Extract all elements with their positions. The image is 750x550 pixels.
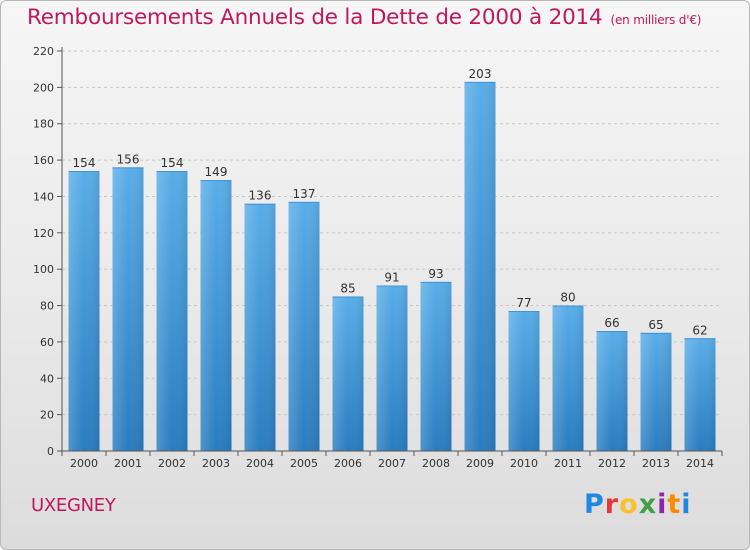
axes: 0 20 40 60 80 100 120 140 160 180 200 220 2000 2001 20… (33, 45, 723, 470)
data-label: 136 (249, 189, 272, 203)
x-tick-label: 2006 (334, 457, 362, 470)
x-tick-label: 2001 (114, 457, 142, 470)
logo-letter: x (638, 489, 658, 520)
bar-shade (596, 331, 628, 451)
y-tick-label: 80 (40, 300, 54, 313)
x-tick-label: 2002 (158, 457, 186, 470)
bar-shade (552, 305, 584, 451)
data-label: 65 (648, 318, 663, 332)
commune-name: UXEGNEY (31, 495, 116, 516)
x-tick-label: 2004 (246, 457, 274, 470)
bar-shade (420, 281, 452, 451)
bar-shade (156, 171, 188, 451)
x-tick-label: 2011 (554, 457, 582, 470)
x-tick-label: 2005 (290, 457, 318, 470)
y-tick-label: 180 (33, 118, 54, 131)
y-tick-label: 40 (40, 372, 54, 385)
y-tick-label: 140 (33, 190, 54, 203)
chart-title: Remboursements Annuels de la Dette de 20… (27, 5, 701, 30)
x-tick-label: 2007 (378, 457, 406, 470)
x-tick-label: 2009 (466, 457, 494, 470)
y-tick-label: 200 (33, 81, 54, 94)
logo-letter: i (657, 489, 668, 520)
data-label: 80 (560, 291, 575, 305)
bar-shade (376, 285, 408, 451)
y-tick-label: 0 (47, 445, 54, 458)
data-label: 91 (384, 271, 399, 285)
x-tick-label: 2000 (70, 457, 98, 470)
data-label: 77 (516, 296, 531, 310)
data-label: 93 (428, 267, 443, 281)
bar-shade (640, 332, 672, 451)
title-unit: (en milliers d'€) (610, 13, 702, 27)
data-label: 203 (469, 67, 492, 81)
x-tick-label: 2008 (422, 457, 450, 470)
x-tick-label: 2014 (686, 457, 714, 470)
logo-letter: i (681, 489, 692, 520)
logo-letter: t (667, 489, 682, 520)
bar-shade (684, 338, 716, 451)
bar-shade (464, 81, 496, 451)
proxiti-logo: Proxiti (584, 489, 692, 520)
data-label: 149 (205, 165, 228, 179)
bar-shade (508, 311, 540, 451)
y-tick-label: 20 (40, 409, 54, 422)
data-label: 156 (117, 152, 140, 166)
bar-shade (112, 167, 144, 451)
x-tick-label: 2012 (598, 457, 626, 470)
y-tick-label: 120 (33, 227, 54, 240)
bars (68, 81, 716, 451)
x-tick-label: 2010 (510, 457, 538, 470)
data-label: 66 (604, 316, 619, 330)
logo-letter: o (619, 489, 639, 520)
y-tick-label: 160 (33, 154, 54, 167)
title-main: Remboursements Annuels de la Dette de 20… (27, 5, 603, 30)
data-labels: 154 156 154 149 136 137 85 91 93 203 77 80 66 65 62 (73, 67, 708, 337)
y-tick-label: 60 (40, 336, 54, 349)
x-tick-label: 2013 (642, 457, 670, 470)
data-label: 154 (73, 156, 96, 170)
x-tick-label: 2003 (202, 457, 230, 470)
logo-letter: P (584, 489, 605, 520)
y-tick-label: 220 (33, 45, 54, 58)
bar-shade (288, 201, 320, 451)
bar-shade (332, 296, 364, 451)
data-label: 137 (293, 187, 316, 201)
bar-shade (200, 180, 232, 451)
y-tick-label: 100 (33, 263, 54, 276)
logo-letter: r (604, 489, 620, 520)
data-label: 62 (692, 323, 707, 337)
data-label: 85 (340, 281, 355, 295)
bar-shade (68, 171, 100, 451)
data-label: 154 (161, 156, 184, 170)
bar-shade (244, 203, 276, 451)
